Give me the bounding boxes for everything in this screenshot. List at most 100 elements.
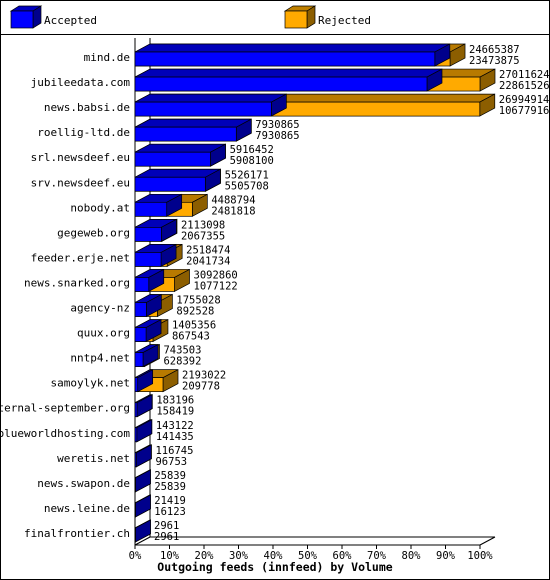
value-label-accepted: 5505708 <box>225 180 269 192</box>
legend-swatch-rejected <box>284 10 308 29</box>
bar-accepted-front <box>134 76 428 92</box>
bar-accepted <box>134 193 183 217</box>
category-label: gegeweb.org <box>57 226 130 239</box>
value-label-accepted: 2067355 <box>181 230 225 242</box>
value-label-rejected: 2518474 <box>186 244 230 256</box>
floor-right-edge <box>479 536 496 546</box>
bar-accepted-front <box>134 176 206 192</box>
value-label-rejected: 1755028 <box>176 295 220 307</box>
value-label-rejected: 183196 <box>156 395 194 407</box>
value-label-accepted: 22861526 <box>499 80 550 92</box>
value-label-accepted: 158419 <box>156 406 194 418</box>
category-label: news.leine.de <box>44 502 130 515</box>
value-label-rejected: 5526171 <box>225 169 269 181</box>
bar-accepted-top <box>134 143 226 153</box>
value-label-rejected: 743503 <box>163 345 201 357</box>
legend-label-rejected: Rejected <box>318 14 371 27</box>
bar-accepted-front <box>134 201 168 217</box>
bar-accepted-front <box>134 377 139 392</box>
bar-accepted-front <box>134 427 138 443</box>
value-label-accepted: 2481818 <box>211 205 255 217</box>
bar-accepted-front <box>134 252 162 267</box>
bar-accepted <box>134 68 443 92</box>
bar-accepted-front <box>134 277 150 292</box>
bar-accepted <box>134 93 287 117</box>
bar-accepted <box>134 344 159 368</box>
category-label: finalfrontier.ch <box>24 527 130 540</box>
value-label-accepted: 867543 <box>172 331 210 343</box>
bar-accepted <box>134 43 451 67</box>
bar-accepted <box>134 318 162 343</box>
x-tick-label: 0% <box>129 550 142 562</box>
category-label: news.snarked.org <box>24 276 130 289</box>
bar-accepted-front <box>134 302 147 317</box>
category-label: eternal-september.org <box>0 402 130 415</box>
x-tick-label: 20% <box>195 550 215 562</box>
bar-accepted <box>134 243 177 267</box>
bar-accepted-top <box>134 43 450 53</box>
value-label-accepted: 23473875 <box>469 55 520 67</box>
value-label-accepted: 7930865 <box>255 130 299 142</box>
legend-item-accepted: Accepted <box>9 5 97 29</box>
value-label-accepted: 209778 <box>182 381 220 393</box>
legend-item-rejected: Rejected <box>283 5 371 29</box>
value-label-accepted: 2041734 <box>186 255 230 267</box>
legend-swatch-accepted <box>10 10 34 29</box>
legend: Accepted Rejected <box>9 5 371 29</box>
value-label-accepted: 141435 <box>156 431 194 443</box>
bar-accepted <box>134 218 177 242</box>
bar-accepted-front <box>134 51 436 67</box>
bar-accepted <box>134 168 221 192</box>
category-label: srv.newsdeef.eu <box>31 176 130 189</box>
floor-left-edge <box>134 536 151 546</box>
bar-accepted-front <box>134 352 144 367</box>
bar-accepted <box>134 369 154 393</box>
bar-accepted <box>134 469 151 493</box>
bar-accepted <box>134 118 252 142</box>
x-tick-label: 30% <box>229 550 249 562</box>
value-label-accepted: 25839 <box>154 481 186 493</box>
category-label: jubileedata.com <box>31 76 131 89</box>
value-label-rejected: 1405356 <box>172 320 216 332</box>
value-label-rejected: 25839 <box>154 470 186 482</box>
x-tick-label: 80% <box>402 550 422 562</box>
x-tick-label: 70% <box>367 550 387 562</box>
legend-label-accepted: Accepted <box>44 14 97 27</box>
category-label: agency-nz <box>70 302 130 315</box>
value-label-rejected: 2193022 <box>182 370 226 382</box>
value-label-rejected: 116745 <box>155 445 193 457</box>
x-axis-title: Outgoing feeds (innfeed) by Volume <box>157 560 392 574</box>
category-label: news.swapon.de <box>37 477 130 490</box>
x-tick-label: 10% <box>160 550 180 562</box>
x-tick-label: 90% <box>436 550 456 562</box>
value-label-rejected: 4488794 <box>211 194 255 206</box>
bar-accepted <box>134 519 151 543</box>
category-label: blueworldhosting.com <box>0 427 130 440</box>
value-label-accepted: 16123 <box>154 506 186 518</box>
bar-accepted-top <box>134 93 287 103</box>
value-label-rejected: 2113098 <box>181 219 225 231</box>
bar-accepted <box>134 444 152 468</box>
category-label: samoylyk.net <box>51 377 130 390</box>
value-label-accepted: 1077122 <box>194 280 238 292</box>
bar-accepted <box>134 494 151 518</box>
bar-accepted <box>134 394 153 418</box>
bar-accepted-front <box>134 227 162 242</box>
bar-accepted <box>134 293 162 318</box>
bar-accepted <box>134 419 153 443</box>
bar-accepted <box>134 268 165 293</box>
x-tick-label: 40% <box>264 550 284 562</box>
value-label-accepted: 10677916 <box>499 105 550 117</box>
bar-accepted-front <box>134 527 136 543</box>
category-label: weretis.net <box>57 452 130 465</box>
value-label-rejected: 7930865 <box>255 119 299 131</box>
category-label: feeder.erje.net <box>31 251 130 264</box>
bar-accepted-front <box>134 452 137 468</box>
value-label-accepted: 628392 <box>163 356 201 368</box>
bars <box>134 43 496 543</box>
value-label-rejected: 26994914 <box>499 94 550 106</box>
bar-accepted <box>134 143 226 167</box>
bar-accepted-front <box>134 327 147 342</box>
